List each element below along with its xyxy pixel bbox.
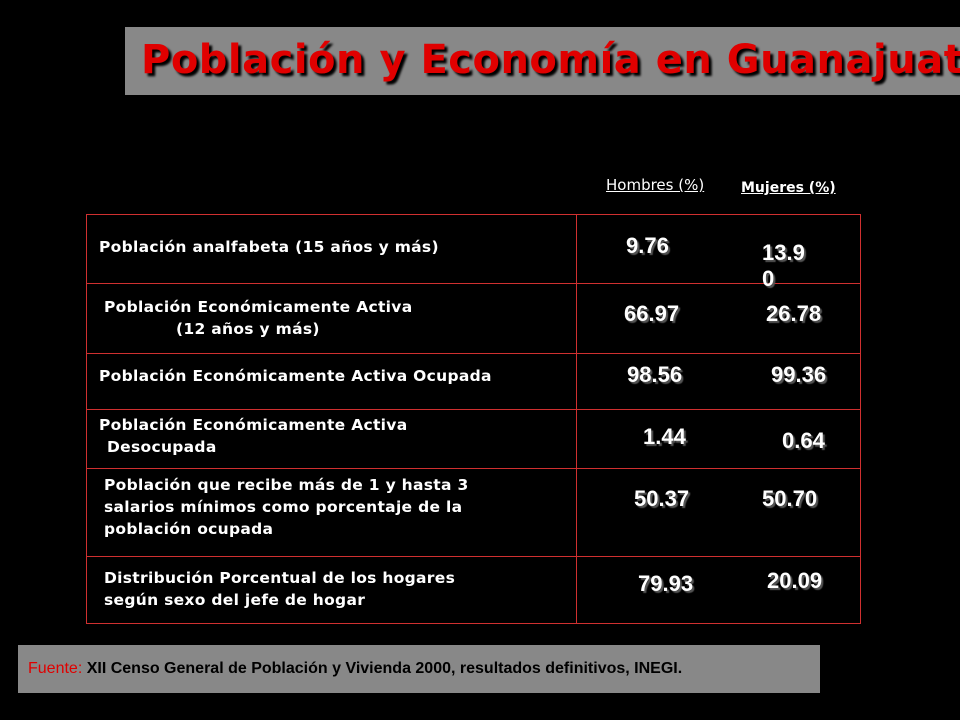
women-value: 13.9 0 [762, 240, 805, 291]
row-label: Población Económicamente Activa Desocupa… [99, 416, 408, 456]
row-label: Población analfabeta (15 años y más) [99, 238, 439, 256]
data-table [86, 214, 861, 624]
row-label: Población Económicamente Activa (12 años… [104, 298, 413, 338]
men-value: 1.44 [643, 424, 686, 449]
men-value: 79.93 [638, 571, 694, 596]
source-text: Fuente: XII Censo General de Población y… [28, 660, 682, 678]
men-value: 66.97 [624, 301, 680, 326]
men-value: 50.37 [634, 486, 690, 511]
row-label: Población Económicamente Activa Ocupada [99, 367, 492, 385]
source-citation: XII Censo General de Población y Viviend… [86, 660, 683, 677]
source-footer: Fuente: XII Censo General de Población y… [18, 645, 820, 693]
row-divider [86, 468, 861, 469]
women-value: 20.09 [767, 568, 823, 593]
row-divider [86, 409, 861, 410]
column-divider [576, 214, 577, 624]
men-value: 98.56 [627, 362, 683, 387]
women-value: 99.36 [771, 362, 827, 387]
column-header-women: Mujeres (%) [741, 180, 836, 196]
row-divider [86, 353, 861, 354]
row-divider [86, 556, 861, 557]
row-label: Distribución Porcentual de los hogares s… [104, 569, 456, 609]
source-prefix: Fuente: [28, 660, 87, 677]
women-value: 26.78 [766, 301, 822, 326]
title-bar: Población y Economía en Guanajuato [125, 27, 960, 95]
row-divider [86, 283, 861, 284]
row-label: Población que recibe más de 1 y hasta 3 … [104, 476, 469, 538]
column-header-men: Hombres (%) [606, 176, 705, 194]
men-value: 9.76 [626, 233, 669, 258]
page-title: Población y Economía en Guanajuato [141, 37, 960, 83]
women-value: 0.64 [782, 428, 825, 453]
women-value: 50.70 [762, 486, 818, 511]
